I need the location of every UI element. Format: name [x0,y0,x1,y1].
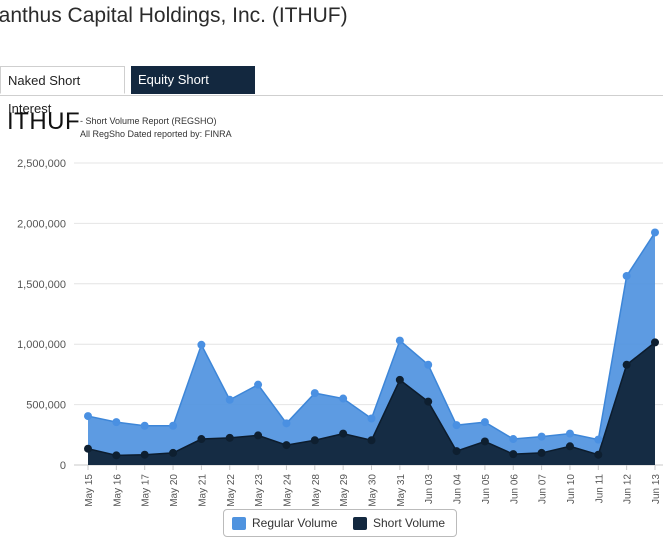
regular-point[interactable] [339,394,348,403]
x-tick-label: Jun 05 [481,474,492,504]
regular-point[interactable] [112,418,121,427]
x-tick-label: May 30 [368,474,379,507]
short-point[interactable] [225,433,234,442]
regular-point[interactable] [565,429,574,438]
tab-equity-short-interest[interactable]: Equity Short Interest [131,66,255,115]
tab-naked-short-interest[interactable]: Naked Short Interest [0,66,125,116]
regular-point[interactable] [254,380,263,389]
regular-point[interactable] [310,389,319,398]
regular-point[interactable] [225,395,234,404]
short-point[interactable] [339,429,348,438]
x-tick-label: May 31 [396,474,407,507]
page-title: lanthus Capital Holdings, Inc. (ITHUF) [0,4,348,27]
series-line-regular [87,232,656,441]
y-tick-label: 2,000,000 [17,218,66,230]
regular-point[interactable] [84,412,92,421]
x-tick-label: May 29 [339,474,350,507]
report-line-1: - Short Volume Report (REGSHO) [80,116,217,126]
x-tick-label: May 16 [112,474,123,507]
short-point[interactable] [480,437,489,446]
legend-regular-volume[interactable]: Regular Volume [232,516,338,531]
y-tick-label: 0 [60,460,66,472]
x-tick-label: May 15 [84,474,95,507]
tab-bar: Naked Short Interest Equity Short Intere… [0,66,663,116]
regular-point[interactable] [480,418,489,427]
regular-point[interactable] [452,421,461,430]
short-point[interactable] [424,397,433,406]
short-point[interactable] [254,431,263,440]
short-point[interactable] [509,450,518,459]
series-points [84,228,659,460]
y-axis-labels: 0 500,000 1,000,000 1,500,000 2,000,000 2,500… [17,158,66,472]
short-point[interactable] [112,451,121,460]
x-tick-label: May 28 [311,474,322,507]
x-tick-label: Jun 04 [453,474,464,504]
series-area-regular [88,232,655,465]
x-tick-label: May 21 [197,474,208,507]
short-point[interactable] [367,436,376,445]
legend-swatch-regular [232,517,246,531]
report-source: - Short Volume Report (REGSHO) All RegSh… [80,115,232,141]
short-point[interactable] [594,450,603,459]
short-point[interactable] [452,447,461,456]
x-tick-label: Jun 03 [424,474,435,504]
regular-point[interactable] [169,421,178,430]
short-point[interactable] [282,441,291,450]
regular-point[interactable] [509,435,518,444]
x-tick-label: Jun 12 [623,474,634,504]
regular-point[interactable] [282,419,291,428]
x-tick-label: Jun 06 [509,474,520,504]
legend-label-regular: Regular Volume [252,516,338,530]
regular-point[interactable] [594,435,603,444]
short-point[interactable] [84,444,92,453]
regular-point[interactable] [197,340,206,349]
short-point[interactable] [169,448,178,457]
regular-point[interactable] [395,336,404,345]
x-tick-label: Jun 10 [566,474,577,504]
y-tick-label: 2,500,000 [17,158,66,170]
x-tick-label: Jun 13 [651,474,662,504]
x-tick-label: May 20 [169,474,180,507]
x-tick-label: Jun 11 [594,474,605,504]
y-tick-label: 1,500,000 [17,279,66,291]
regular-point[interactable] [622,271,631,280]
short-point[interactable] [140,450,149,459]
short-point[interactable] [537,448,546,457]
y-tick-label: 1,000,000 [17,339,66,351]
regular-point[interactable] [537,432,546,441]
x-tick-label: May 24 [282,474,293,507]
short-point[interactable] [651,338,659,347]
ticker-symbol: ITHUF [7,108,81,135]
short-point[interactable] [622,360,631,369]
legend-label-short: Short Volume [373,516,446,530]
report-line-2: All RegSho Dated reported by: FINRA [80,129,232,139]
x-axis-labels: May 15 May 16 May 17 May 20 May 21 May 22 May … [84,465,662,507]
x-tick-label: Jun 07 [538,474,549,504]
regular-point[interactable] [140,421,149,430]
legend-swatch-short [353,517,367,531]
x-tick-label: May 17 [141,474,152,507]
regular-point[interactable] [367,414,376,423]
regular-point[interactable] [651,228,659,237]
short-point[interactable] [197,435,206,444]
short-point[interactable] [565,442,574,451]
y-tick-label: 500,000 [26,400,66,412]
regular-point[interactable] [424,360,433,369]
short-point[interactable] [395,375,404,384]
x-tick-label: May 22 [226,474,237,507]
legend-short-volume[interactable]: Short Volume [353,516,446,531]
chart-legend: Regular Volume Short Volume [223,509,457,537]
short-point[interactable] [310,436,319,445]
x-tick-label: May 23 [254,474,265,507]
